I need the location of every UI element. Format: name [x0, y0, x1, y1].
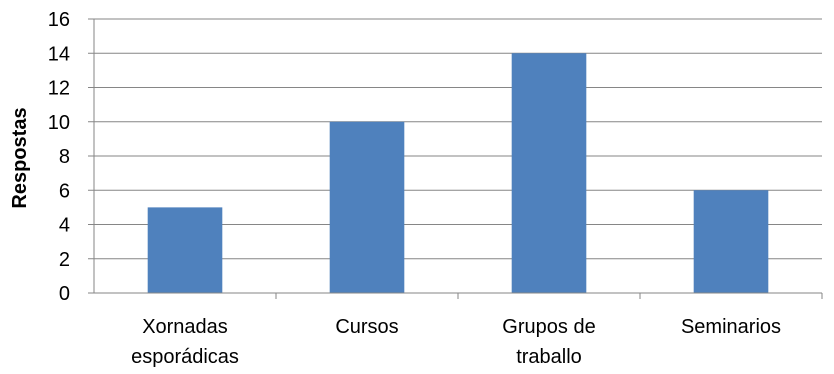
x-category-label: Cursos: [335, 316, 398, 338]
y-tick-label: 12: [48, 78, 70, 100]
y-tick-label: 10: [48, 112, 70, 134]
x-category-label: Grupos de traballo: [502, 316, 595, 368]
y-tick-label: 0: [59, 283, 70, 305]
y-tick-label: 8: [59, 146, 70, 168]
y-axis-title: Respostas: [9, 107, 31, 208]
y-tick-label: 14: [48, 43, 70, 65]
axes: [88, 18, 823, 299]
bar: [693, 190, 769, 293]
bar: [511, 53, 587, 293]
x-category-label: Seminarios: [681, 316, 781, 338]
bar: [329, 121, 405, 293]
y-tick-label: 6: [59, 180, 70, 202]
y-tick-label: 2: [59, 249, 70, 271]
bars: [147, 53, 769, 293]
y-tick-label: 16: [48, 9, 70, 31]
bar: [147, 207, 223, 293]
x-category-labels: Xornadas esporádicas Cursos Grupos de trabal…: [131, 316, 781, 368]
x-category-label: Xornadas esporádicas: [131, 316, 239, 368]
y-tick-label: 4: [59, 215, 70, 237]
y-tick-labels: 0 2 4 6 8 10 12 14 16: [48, 9, 70, 305]
